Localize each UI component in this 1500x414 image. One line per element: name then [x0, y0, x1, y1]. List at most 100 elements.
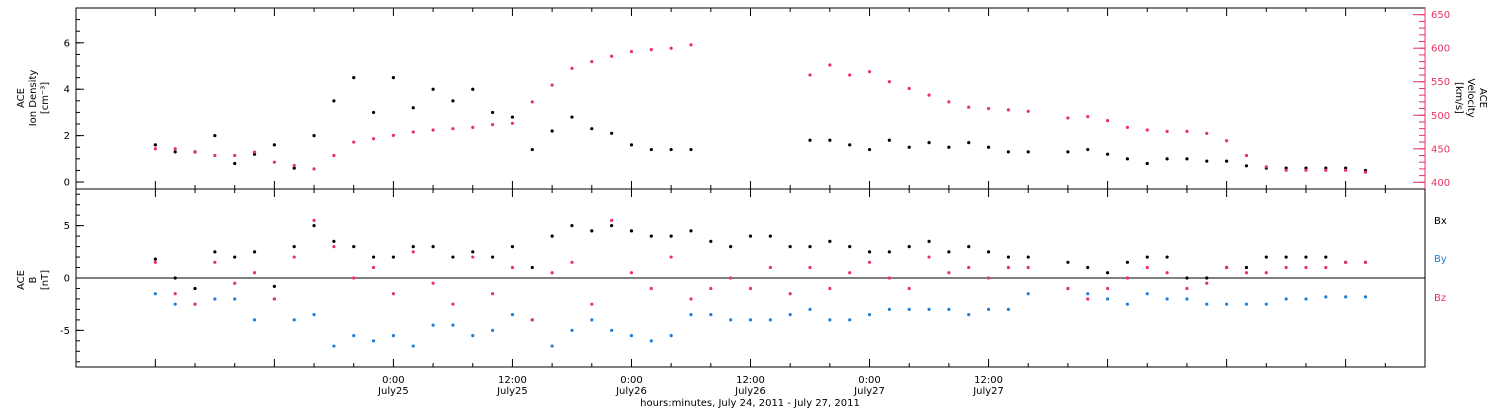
by-point — [471, 333, 475, 338]
by-point — [788, 313, 792, 317]
b-ylabel-line-2: B — [28, 276, 39, 283]
bx-point — [213, 250, 217, 254]
bz-point — [927, 255, 931, 259]
bz-point — [213, 260, 217, 264]
bx-series — [153, 224, 1368, 291]
bz-point — [748, 286, 753, 291]
density-point — [1145, 161, 1149, 166]
velocity-point — [471, 125, 475, 129]
density-point — [907, 145, 911, 149]
bx-point — [193, 286, 197, 291]
bz-point — [411, 250, 415, 254]
b-ytick-label: 0 — [64, 274, 70, 285]
bz-point — [530, 318, 534, 322]
by-point — [967, 313, 971, 317]
by-point — [391, 333, 396, 338]
by-point — [927, 307, 931, 312]
x-axis: 0:00July2512:00July250:00July2612:00July… — [154, 8, 1386, 397]
bz-point — [391, 292, 396, 296]
density-ytick-label: 0 — [64, 178, 70, 189]
bz-point — [193, 302, 197, 306]
x-tick-label-date: July25 — [496, 386, 528, 397]
density-ytick-label: 6 — [64, 38, 70, 49]
by-point — [649, 339, 653, 343]
by-point — [411, 344, 415, 348]
bz-point — [848, 271, 852, 275]
bx-point — [867, 250, 872, 254]
density-point — [451, 99, 455, 103]
bz-point — [1105, 286, 1110, 291]
bx-point — [471, 250, 475, 254]
bx-point — [411, 244, 415, 249]
by-point — [709, 313, 713, 317]
b-ytick-label: -5 — [60, 326, 70, 337]
bz-point — [1363, 260, 1368, 264]
velocity-point — [550, 83, 554, 87]
bz-point — [986, 276, 991, 280]
bz-point — [669, 255, 673, 259]
by-point — [907, 307, 911, 312]
bx-point — [1304, 255, 1308, 259]
bx-point — [808, 244, 812, 249]
b-ylabel-line-1: ACE — [16, 270, 27, 290]
by-point — [1105, 297, 1110, 301]
bx-point — [451, 255, 455, 259]
legend-bz: Bz — [1434, 293, 1446, 304]
velocity-point — [669, 46, 673, 50]
density-point — [947, 145, 951, 149]
by-point — [729, 318, 733, 322]
by-point — [332, 344, 336, 348]
by-point — [986, 307, 991, 312]
b-ylabel-line-3: [nT] — [40, 270, 51, 290]
velocity-point — [828, 63, 832, 67]
velocity-ytick-label: 500 — [1431, 111, 1450, 122]
by-point — [570, 328, 574, 332]
density-point — [986, 145, 991, 149]
by-point — [689, 313, 693, 317]
density-point — [1026, 150, 1030, 154]
top-left-axis: 0 2 4 6 — [64, 19, 84, 189]
velocity-ytick-label: 550 — [1431, 77, 1450, 88]
velocity-ytick-label: 650 — [1431, 10, 1450, 21]
by-series — [153, 286, 1368, 348]
x-tick-label-time: 12:00 — [498, 375, 527, 386]
density-point — [669, 147, 673, 152]
velocity-point — [1006, 108, 1010, 112]
density-ylabel-line-2: Ion Density — [28, 70, 39, 127]
velocity-point — [371, 137, 376, 141]
bx-point — [848, 244, 852, 249]
density-point — [272, 143, 276, 147]
bx-point — [1324, 255, 1328, 259]
bz-point — [352, 276, 356, 280]
bz-point — [1006, 265, 1010, 270]
bx-point — [669, 234, 673, 238]
bx-point — [1264, 255, 1268, 259]
velocity-point — [233, 153, 237, 158]
x-tick-label-time: 0:00 — [620, 375, 642, 386]
density-point — [570, 115, 574, 119]
velocity-point — [848, 73, 852, 77]
velocity-point — [590, 60, 594, 64]
by-point — [590, 318, 594, 322]
by-point — [451, 323, 455, 327]
bx-point — [1006, 255, 1010, 259]
bz-point — [788, 292, 792, 296]
density-point — [471, 87, 475, 91]
by-point — [1185, 297, 1189, 301]
bz-point — [1304, 265, 1308, 270]
velocity-point — [808, 73, 812, 77]
bz-point — [828, 286, 832, 291]
velocity-point — [173, 147, 177, 151]
bz-point — [550, 271, 554, 275]
density-point — [411, 106, 415, 110]
bx-point — [629, 229, 634, 233]
bx-point — [947, 250, 951, 254]
density-point — [1086, 147, 1090, 152]
bz-point — [1125, 276, 1130, 280]
velocity-point — [252, 150, 257, 154]
bz-point — [570, 260, 574, 264]
density-point — [491, 110, 495, 115]
by-point — [1086, 292, 1090, 296]
by-point — [610, 328, 614, 332]
